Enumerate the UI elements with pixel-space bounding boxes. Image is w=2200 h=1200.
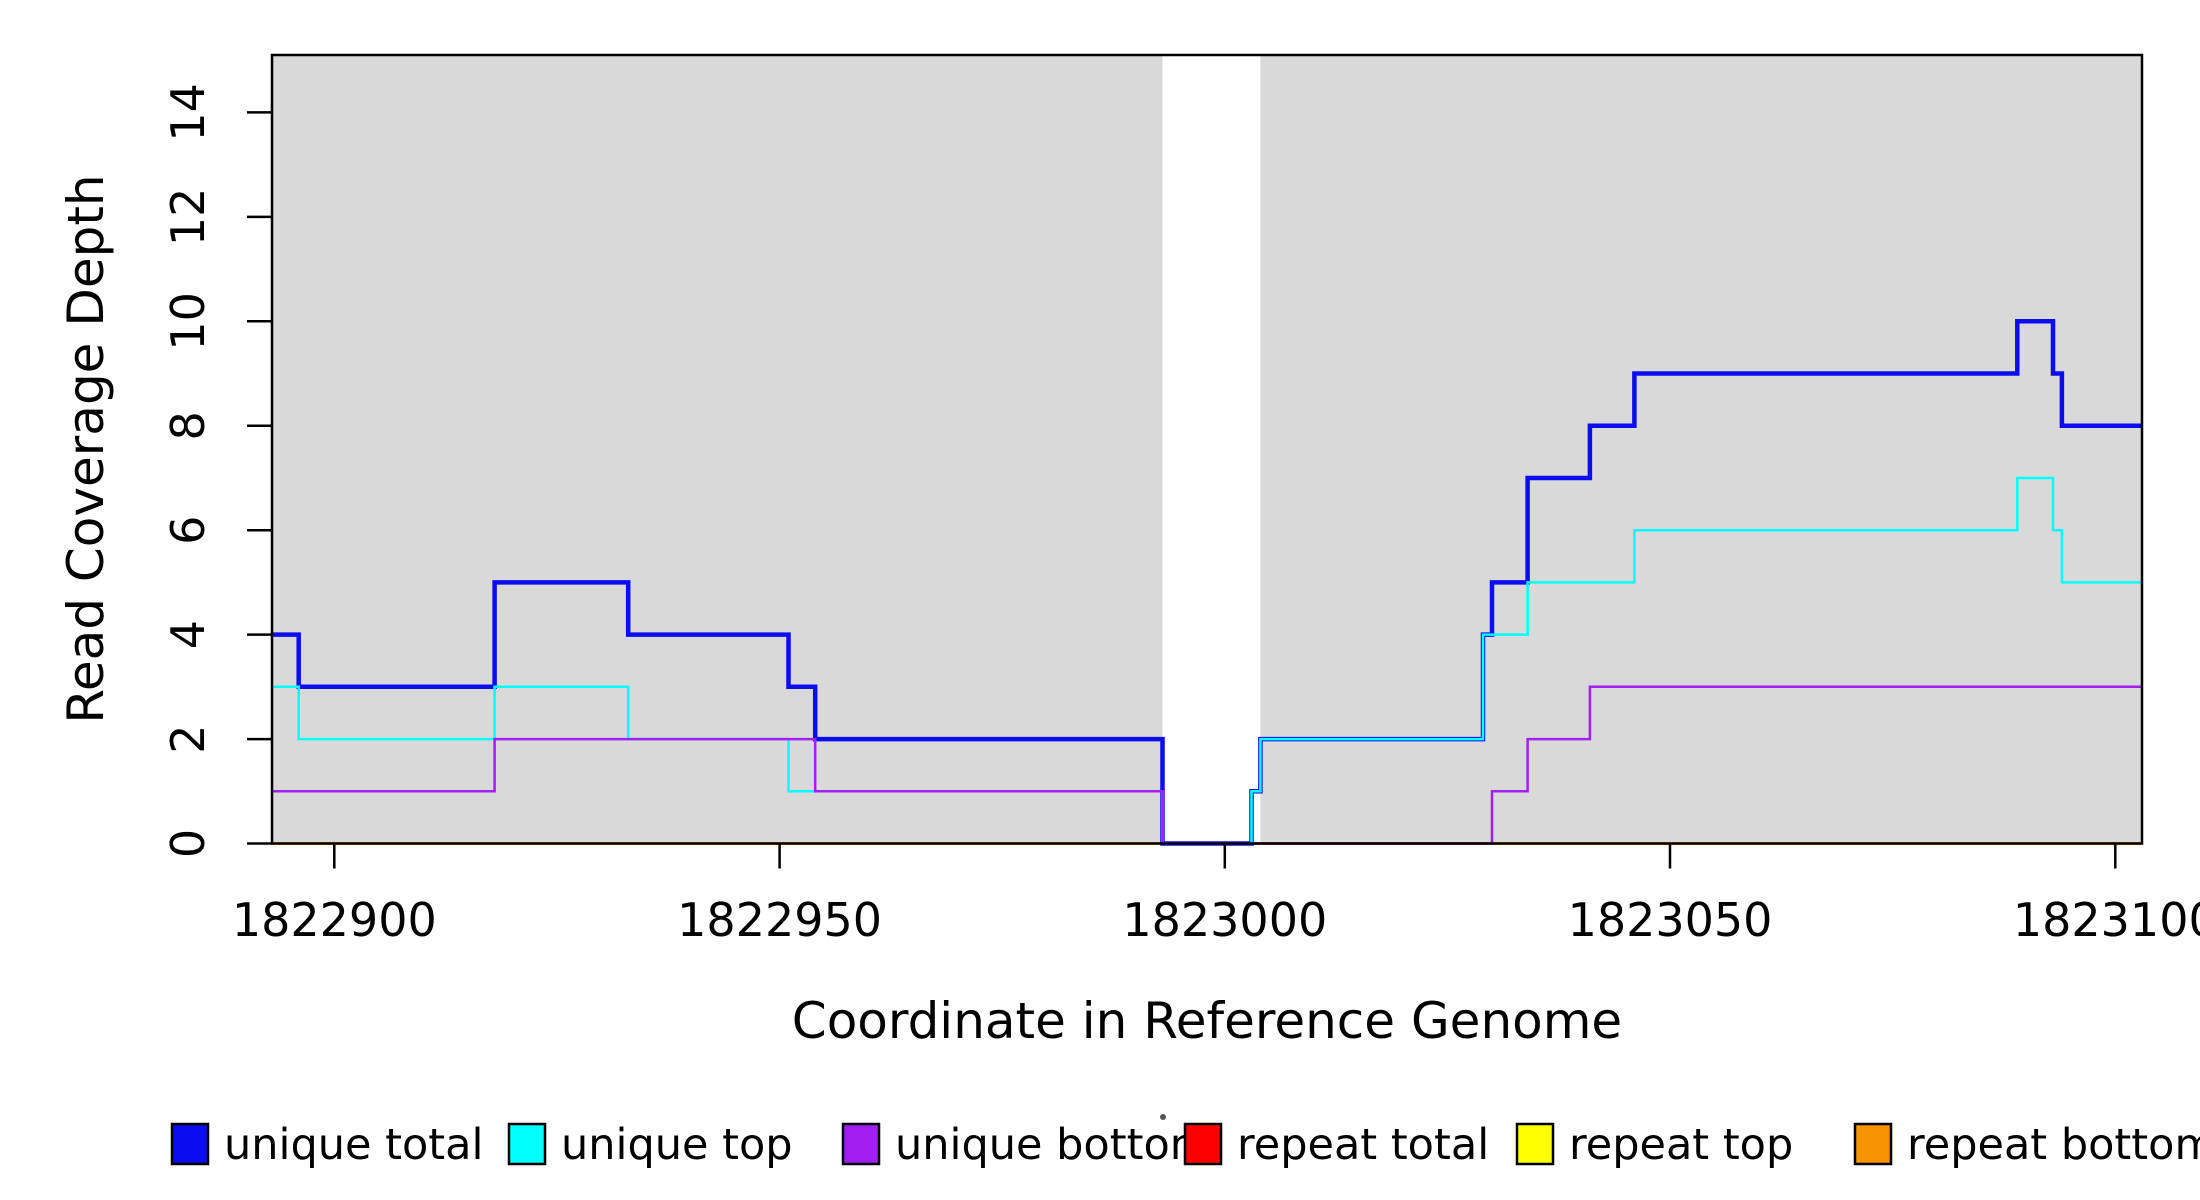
x-tick-label: 1822900 [232,893,437,947]
y-tick-label: 0 [161,829,215,858]
legend-label: repeat total [1237,1120,1489,1170]
shaded-band [272,55,1163,844]
legend-label: unique bottom [895,1120,1212,1170]
shaded-bands [272,55,2142,844]
legend-swatch-repeat-top [1515,1122,1555,1166]
series-line-unique-top [272,476,2142,845]
x-tick-label: 1823050 [1568,893,1773,947]
y-tick-label: 4 [161,620,215,649]
legend-label: unique total [224,1120,483,1170]
y-tick-label: 2 [161,724,215,753]
x-axis-title: Coordinate in Reference Genome [792,992,1622,1050]
y-axis-title: Read Coverage Depth [57,174,115,723]
x-tick-label: 1822950 [677,893,882,947]
stray-mark [1160,1114,1166,1120]
axes: 1822900 1822950 1823000 1823050 1823100 0 2 4 6 8… [161,83,2200,947]
legend-swatch-unique-top [507,1122,547,1166]
legend: unique total unique top unique bottom repea… [170,1120,2200,1170]
y-tick-label: 10 [161,292,215,351]
shaded-band [1260,55,2142,844]
x-tick-label: 1823100 [2013,893,2200,947]
legend-label: repeat bottom [1907,1120,2200,1170]
plot-frame [270,53,2144,845]
legend-label: unique top [561,1120,793,1170]
legend-swatch-repeat-total [1183,1122,1223,1166]
legend-label: repeat top [1569,1120,1793,1170]
plot-box [270,53,2144,845]
legend-swatch-unique-bottom [841,1122,881,1166]
x-tick-label: 1823000 [1122,893,1327,947]
y-tick-label: 8 [161,411,215,440]
y-tick-label: 6 [161,516,215,545]
legend-swatch-unique-total [170,1122,210,1166]
legend-swatch-repeat-bottom [1853,1122,1893,1166]
y-tick-label: 12 [161,188,215,247]
y-tick-label: 14 [161,83,215,142]
